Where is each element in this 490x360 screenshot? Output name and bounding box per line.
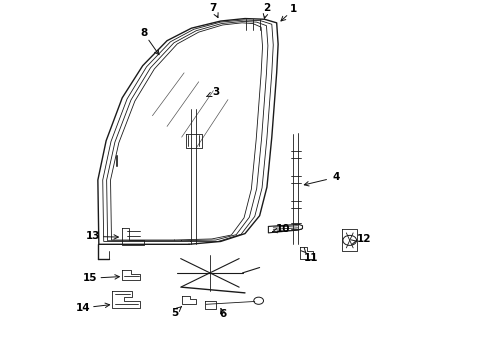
Text: 1: 1: [290, 4, 297, 14]
Text: 4: 4: [333, 172, 340, 182]
Text: 15: 15: [83, 273, 98, 283]
Text: 2: 2: [263, 3, 270, 13]
Text: 10: 10: [276, 224, 290, 234]
Text: 3: 3: [212, 87, 220, 98]
Text: 5: 5: [171, 308, 178, 318]
Text: 13: 13: [86, 231, 100, 242]
Text: 12: 12: [357, 234, 371, 244]
Text: 6: 6: [220, 309, 227, 319]
Text: 7: 7: [210, 3, 217, 13]
Text: 14: 14: [76, 303, 91, 313]
Text: 8: 8: [140, 28, 147, 38]
Text: 11: 11: [303, 253, 318, 263]
